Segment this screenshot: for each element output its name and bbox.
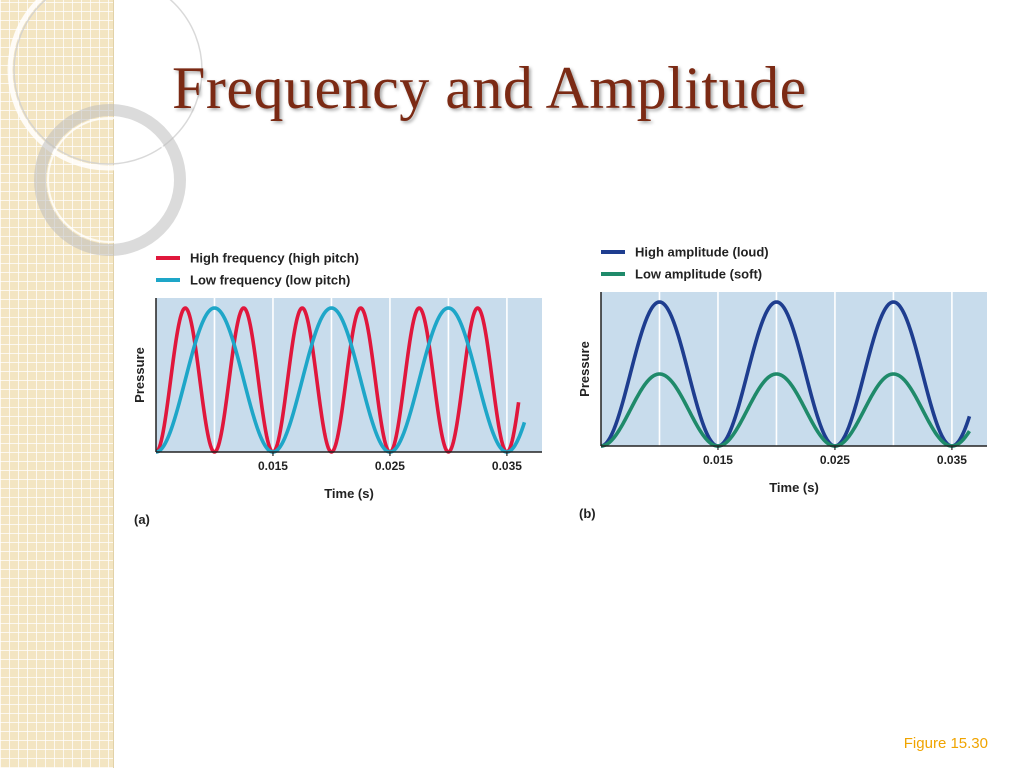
legend-entry: High frequency (high pitch) — [190, 251, 359, 266]
figure-label: Figure 15.30 — [903, 735, 988, 752]
series-line-low-amplitude-soft — [600, 372, 971, 448]
y-axis-label: Pressure — [132, 347, 147, 403]
panel-label: (a) — [134, 512, 150, 527]
legend-entry: Low amplitude (soft) — [635, 267, 762, 282]
series-line-low-frequency-low-pitch — [155, 306, 527, 454]
panel-label: (b) — [579, 506, 596, 521]
x-tick-label: 0.025 — [820, 453, 850, 467]
series-line-high-amplitude-loud — [600, 300, 972, 448]
x-tick-label: 0.035 — [492, 459, 522, 473]
legend-entry: High amplitude (loud) — [635, 245, 769, 260]
legend-entry: Low frequency (low pitch) — [190, 273, 350, 288]
slide-title: Frequency and Amplitude — [172, 55, 807, 121]
x-tick-label: 0.015 — [703, 453, 733, 467]
chart-frequency: 0.015 0.025 0.035 Time (s) Pressure High freq… — [132, 251, 542, 527]
x-tick-label: 0.025 — [375, 459, 405, 473]
x-tick-label: 0.015 — [258, 459, 288, 473]
decorative-arcs — [7, 0, 209, 256]
x-axis-label: Time (s) — [769, 480, 819, 495]
chart-amplitude: 0.015 0.025 0.035 Time (s) Pressure High ampl… — [577, 245, 987, 521]
x-tick-label: 0.035 — [937, 453, 967, 467]
x-axis-label: Time (s) — [324, 486, 374, 501]
decorative-side-strip — [0, 0, 209, 768]
y-axis-label: Pressure — [577, 341, 592, 397]
series-line-high-frequency-high-pitch — [155, 306, 521, 454]
